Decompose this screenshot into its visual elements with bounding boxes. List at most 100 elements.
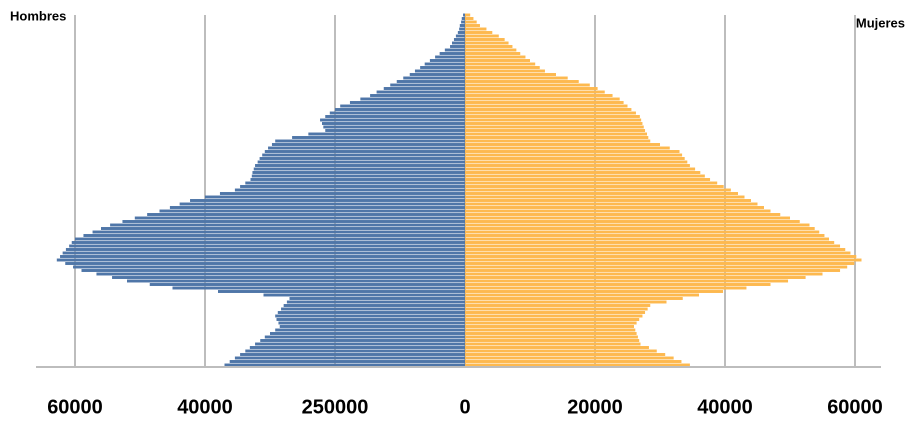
bar [465,342,641,346]
bar [465,34,499,38]
bar [308,132,465,136]
bar [465,290,724,293]
bar [179,202,465,206]
bar [465,94,613,97]
bar [147,213,465,216]
bar [229,360,465,363]
bar [465,125,644,129]
bar [465,143,660,146]
bar [459,24,465,27]
bar [465,146,670,150]
bar [465,153,683,157]
bar [465,150,680,153]
bar [250,178,465,181]
bar [465,52,521,55]
bar [253,167,465,171]
bar [465,314,643,318]
bars [56,13,862,367]
bar [325,115,465,118]
bar [264,150,465,153]
bar [453,38,465,41]
bar [465,178,711,181]
bar [370,94,465,97]
bar [465,339,640,342]
bar [403,76,465,80]
bar [465,111,636,115]
bar [465,307,648,311]
bar [169,206,465,209]
x-tick-label: 250000 [302,396,369,418]
bar [414,69,465,73]
bar [283,304,465,307]
bar [465,181,718,185]
bar [465,101,624,104]
bar [83,234,465,237]
bar [465,332,637,335]
bar [444,48,465,52]
legend-label: Mujeres [856,15,905,30]
bar [112,276,466,279]
bar [465,248,846,251]
bar [465,104,628,108]
bar [465,356,674,360]
bar [219,192,465,195]
bar [69,244,466,248]
bar [465,293,699,297]
bar [465,73,556,76]
bar [429,59,465,62]
bar [259,157,465,160]
bar [465,269,841,272]
bar [465,276,806,279]
bar [329,111,465,115]
bar [60,255,466,258]
bar [465,209,771,213]
bar [251,174,465,178]
bar [252,171,465,174]
bar [376,90,465,94]
bar [325,129,465,132]
bar [455,34,465,38]
bar [465,321,637,325]
bar [465,167,696,171]
bar [465,279,789,283]
bar [465,129,646,132]
bar [465,265,848,269]
bar [465,24,480,27]
bar [465,220,800,223]
bar [461,20,465,24]
bar [465,335,638,339]
bar [62,251,466,255]
bar [205,195,465,199]
bar [465,76,568,80]
bar [465,328,636,332]
bar [465,27,487,31]
bar [255,164,465,167]
bar [465,164,690,167]
bar [340,104,465,108]
bar [465,185,724,188]
bar [172,286,465,290]
bar [465,115,640,118]
bar [465,262,855,265]
bar [465,241,835,244]
bar [122,220,465,223]
bar [260,339,465,342]
bar [92,230,466,234]
bar [465,213,781,216]
bar [65,262,465,265]
bar [465,132,647,136]
bar [190,199,466,202]
bar [322,122,465,125]
bar [289,297,465,300]
bar [459,27,465,31]
bar [465,230,820,234]
x-tick-label: 20000 [567,396,623,418]
bar [465,31,493,34]
bar [465,300,667,304]
bar [268,146,465,150]
bar [465,188,731,192]
bar [286,300,465,304]
bar [56,258,466,262]
bar [465,206,764,209]
